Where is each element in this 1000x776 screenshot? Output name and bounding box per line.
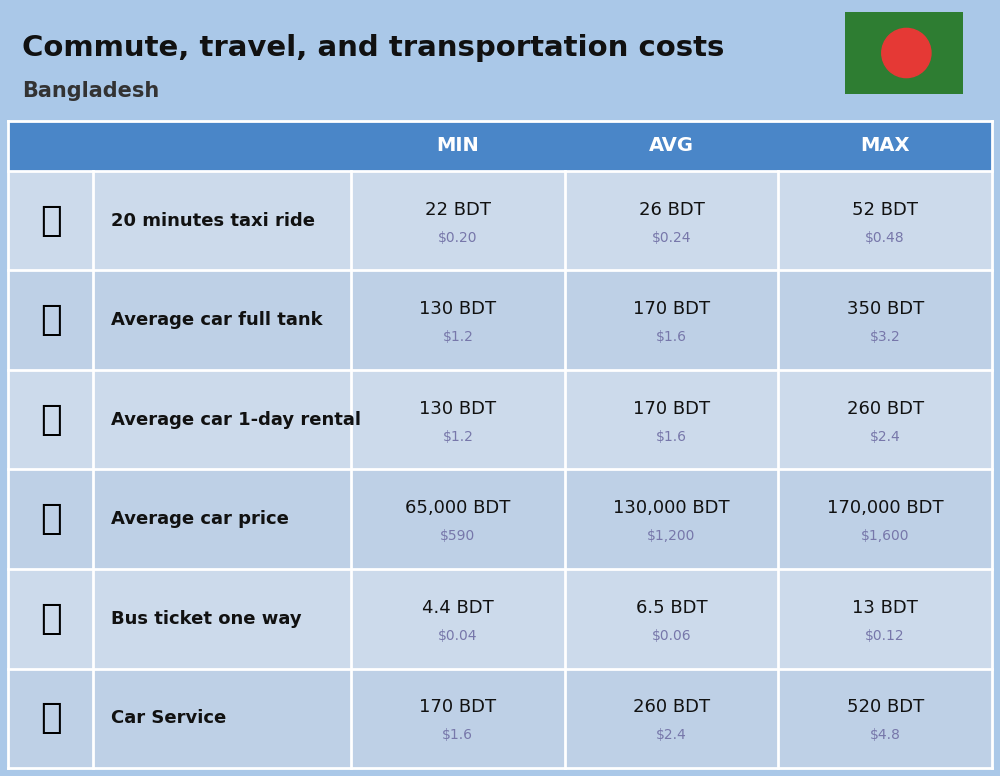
Text: $2.4: $2.4 [656,728,687,743]
Text: 350 BDT: 350 BDT [847,300,924,318]
FancyBboxPatch shape [8,271,992,370]
Text: 170 BDT: 170 BDT [419,698,496,716]
Text: 170 BDT: 170 BDT [633,300,710,318]
Text: 130 BDT: 130 BDT [419,300,496,318]
Text: Bangladesh: Bangladesh [22,81,159,101]
Text: Car Service: Car Service [111,709,226,727]
Text: $3.2: $3.2 [870,331,901,345]
Text: $0.04: $0.04 [438,629,478,643]
Text: 260 BDT: 260 BDT [633,698,710,716]
Text: 🚌: 🚌 [40,601,61,636]
Text: 65,000 BDT: 65,000 BDT [405,499,511,518]
Text: 🛠: 🛠 [40,702,61,735]
Text: $1.6: $1.6 [656,331,687,345]
Text: $1.2: $1.2 [442,331,473,345]
Text: $0.48: $0.48 [865,230,905,244]
Text: AVG: AVG [649,137,694,155]
Text: 🚙: 🚙 [40,403,61,437]
FancyBboxPatch shape [8,171,992,271]
Text: $0.12: $0.12 [865,629,905,643]
Text: 26 BDT: 26 BDT [639,201,704,219]
Text: $2.4: $2.4 [870,430,901,444]
FancyBboxPatch shape [8,121,992,171]
Text: 🚗: 🚗 [40,502,61,536]
Text: $1,200: $1,200 [647,529,696,543]
Text: 6.5 BDT: 6.5 BDT [636,599,707,617]
Text: 20 minutes taxi ride: 20 minutes taxi ride [111,212,315,230]
Text: $1,600: $1,600 [861,529,909,543]
Text: 130 BDT: 130 BDT [419,400,496,417]
Text: $590: $590 [440,529,475,543]
Text: 260 BDT: 260 BDT [847,400,924,417]
FancyBboxPatch shape [845,12,963,94]
Text: MIN: MIN [436,137,479,155]
Text: 520 BDT: 520 BDT [847,698,924,716]
Text: 130,000 BDT: 130,000 BDT [613,499,730,518]
Text: 13 BDT: 13 BDT [852,599,918,617]
Text: ⛽: ⛽ [40,303,61,338]
Text: 170,000 BDT: 170,000 BDT [827,499,943,518]
Circle shape [882,29,931,78]
Text: 22 BDT: 22 BDT [425,201,491,219]
Text: 170 BDT: 170 BDT [633,400,710,417]
FancyBboxPatch shape [8,370,992,469]
Text: MAX: MAX [860,137,910,155]
Text: 🚕: 🚕 [40,204,61,237]
Text: 4.4 BDT: 4.4 BDT [422,599,494,617]
Text: $1.2: $1.2 [442,430,473,444]
Text: 52 BDT: 52 BDT [852,201,918,219]
Text: Bus ticket one way: Bus ticket one way [111,610,302,628]
FancyBboxPatch shape [8,668,992,768]
Text: $0.06: $0.06 [652,629,691,643]
Text: Average car price: Average car price [111,511,289,528]
FancyBboxPatch shape [8,469,992,569]
Text: $1.6: $1.6 [442,728,473,743]
Text: $1.6: $1.6 [656,430,687,444]
Text: Average car full tank: Average car full tank [111,311,323,329]
Text: Average car 1-day rental: Average car 1-day rental [111,411,361,429]
Text: Commute, travel, and transportation costs: Commute, travel, and transportation cost… [22,34,724,62]
Text: $4.8: $4.8 [870,728,901,743]
FancyBboxPatch shape [8,569,992,668]
Text: $0.20: $0.20 [438,230,478,244]
Text: $0.24: $0.24 [652,230,691,244]
